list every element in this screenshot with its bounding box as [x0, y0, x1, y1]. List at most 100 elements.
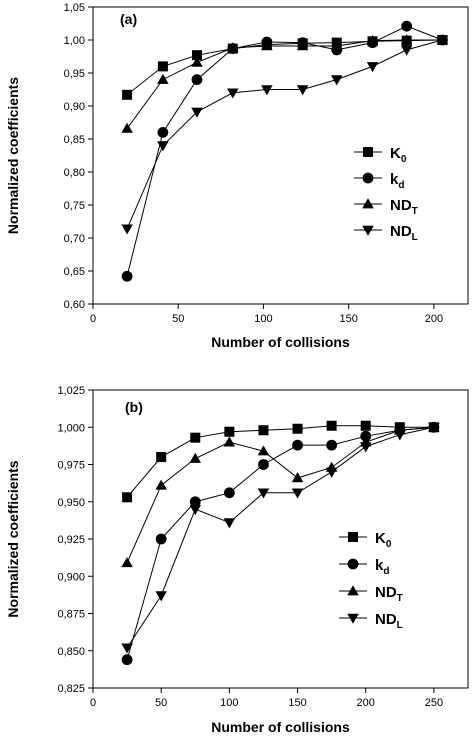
legend-entry: K0 [339, 530, 392, 550]
data-point [121, 270, 133, 282]
series-nd-l [121, 35, 449, 235]
data-point [157, 141, 169, 152]
data-point [296, 85, 309, 96]
x-tick-label: 150 [288, 697, 306, 709]
y-tick-label: 1,000 [57, 422, 85, 434]
data-point [227, 88, 239, 99]
legend-entry: kd [339, 557, 389, 577]
series-line [126, 39, 443, 96]
data-point [157, 73, 169, 84]
legend-marker [363, 147, 373, 157]
data-point [156, 452, 167, 463]
legend-marker [347, 613, 359, 624]
series-nd-t [121, 421, 440, 568]
y-tick-label: 1,025 [57, 385, 85, 397]
data-point [223, 487, 235, 499]
data-point [121, 557, 133, 568]
data-point [261, 85, 273, 96]
legend-label-subscript: 0 [401, 154, 407, 165]
legend-entry: NDL [339, 611, 403, 631]
data-point [360, 420, 371, 431]
chart-panel-b: 0 50 100 150 200 250 0,825 0,850 0,875 0,900 0,925… [5, 385, 469, 735]
x-axis-label: Number of collisions [211, 334, 350, 350]
series-line [126, 25, 443, 277]
series-line [126, 39, 443, 229]
data-point [360, 430, 372, 442]
data-point [155, 591, 167, 602]
panel-label: (a) [120, 11, 137, 27]
legend-label: K0 [375, 530, 392, 550]
y-tick-label: 1,00 [64, 35, 85, 47]
y-tick-label: 0,900 [57, 571, 85, 583]
data-point [258, 425, 269, 436]
legend-label: NDT [390, 197, 418, 217]
y-tick-label: 1,05 [64, 2, 85, 14]
x-tick-label: 0 [90, 697, 96, 709]
data-point [394, 430, 406, 441]
x-tick-label: 250 [425, 697, 443, 709]
plot-frame [92, 6, 469, 305]
x-tick-label: 200 [425, 313, 443, 325]
series-nd-l [121, 422, 440, 654]
y-tick-label: 0,85 [64, 134, 85, 146]
data-point [155, 479, 167, 490]
y-tick-label: 0,70 [64, 233, 85, 245]
legend-entry: kd [354, 171, 404, 191]
data-point [326, 420, 337, 431]
legend-marker [362, 172, 374, 184]
y-tick-label: 0,850 [57, 646, 85, 658]
data-point [436, 35, 449, 46]
legend-marker [347, 585, 359, 596]
y-axis-label: Normalized coefficients [5, 460, 21, 617]
legend-label: K0 [390, 145, 407, 165]
data-point [121, 643, 133, 654]
legend-marker [362, 225, 374, 236]
legend-marker [348, 532, 358, 542]
data-point [223, 518, 236, 529]
data-point [121, 224, 133, 235]
data-point [331, 40, 343, 51]
chart-panel-a: 0 50 100 150 200 0,60 0,65 0,70 0,75 0,80 0,85 0,90… [5, 2, 469, 350]
data-point [121, 654, 133, 666]
y-tick-label: 0,60 [64, 299, 85, 311]
data-point [326, 439, 338, 451]
y-tick-label: 0,950 [57, 497, 85, 509]
data-point [191, 74, 203, 85]
data-point [257, 445, 270, 456]
data-point [400, 45, 413, 56]
series-line [126, 39, 443, 129]
data-point [190, 432, 201, 443]
data-point [189, 496, 201, 508]
data-point [191, 50, 202, 61]
y-tick-label: 0,90 [64, 101, 85, 113]
data-point [257, 488, 270, 499]
data-point [224, 426, 235, 437]
x-tick-label: 100 [254, 313, 272, 325]
legend-label-subscript: L [412, 232, 418, 243]
y-axis-label: Normalized coefficients [5, 77, 21, 234]
legend-entry: NDT [354, 197, 418, 217]
data-point [122, 89, 133, 100]
legend-entry: NDT [339, 584, 403, 604]
data-point [366, 62, 379, 73]
legend-label-subscript: d [398, 180, 404, 191]
data-point [227, 42, 239, 53]
x-tick-label: 0 [90, 313, 96, 325]
legend-marker [347, 558, 359, 570]
series-line [126, 425, 434, 498]
x-tick-label: 150 [340, 313, 358, 325]
data-point [191, 56, 203, 67]
y-tick-label: 0,95 [64, 68, 85, 80]
x-tick-label: 100 [220, 697, 238, 709]
y-tick-label: 0,925 [57, 534, 85, 546]
series-line [126, 426, 435, 649]
panel-label: (b) [125, 399, 143, 415]
legend-entry: K0 [354, 145, 407, 165]
x-axis-label: Number of collisions [211, 719, 350, 735]
series-line [126, 426, 434, 564]
x-tick-label: 200 [357, 697, 375, 709]
legend-label: NDT [375, 584, 403, 604]
legend-entry: NDL [354, 223, 418, 243]
data-point [261, 40, 273, 51]
